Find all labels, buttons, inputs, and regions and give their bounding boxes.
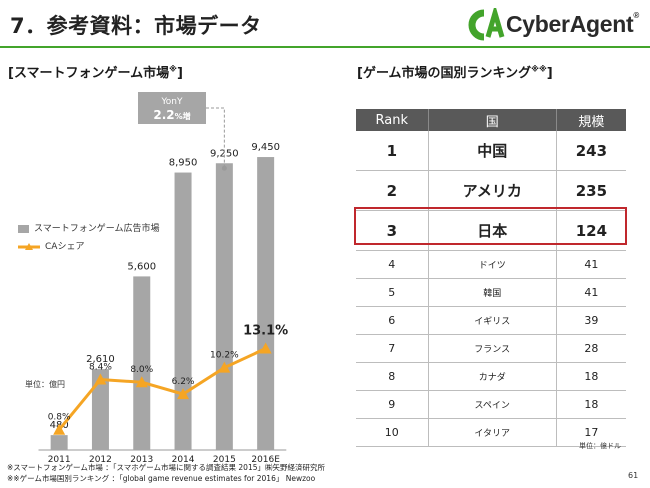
rank-cell: 9 (356, 390, 429, 419)
share-marker-2011 (53, 423, 66, 435)
x-tick-label: 2011 (48, 455, 71, 465)
table-row: 5 韓国 41 (356, 278, 626, 307)
logo-wordmark: CyberAgent® (506, 11, 639, 37)
rank-cell: 5 (356, 278, 429, 307)
cyberagent-logo: CyberAgent® (466, 4, 642, 42)
share-value-label: 0.8% (48, 413, 71, 423)
share-marker-2015 (218, 361, 231, 373)
table-row: 7 フランス 28 (356, 334, 626, 363)
legend-share: CAシェア (18, 239, 84, 252)
bar-value-label: 2,610 (86, 354, 115, 365)
ranking-table: Rank 国 規模 1 中国 243 2 アメリカ 235 3 日本 124 4 ドイツ 41 5 韓国 4… (356, 109, 626, 447)
size-cell: 41 (556, 278, 626, 307)
column-header-rank: Rank (356, 109, 429, 131)
bar-2016E (257, 157, 275, 451)
bar-value-label: 8,950 (169, 158, 198, 169)
rank-cell: 7 (356, 334, 429, 363)
size-cell: 18 (556, 362, 626, 391)
x-tick-label: 2012 (89, 455, 112, 465)
yoy-callout-box (138, 92, 206, 124)
ranking-heading: [ゲーム市場の国別ランキング※※] (357, 64, 553, 81)
bar-value-label: 9,250 (210, 148, 239, 159)
share-marker-2013 (135, 376, 148, 388)
x-tick-label: 2016E (251, 455, 280, 465)
share-value-label: 8.4% (89, 363, 112, 373)
bar-2015 (215, 163, 233, 450)
country-cell: スペイン (428, 390, 557, 419)
share-value-label: 10.2% (210, 351, 239, 361)
footnote-1: ※スマートフォンゲーム市場 ：「スマホゲーム市場に関する調査結果 2015」㈱矢… (7, 463, 325, 472)
bar-value-label: 5,600 (127, 261, 156, 272)
bar-2012 (91, 369, 109, 450)
table-row: 1 中国 243 (356, 131, 626, 171)
slide-title: 7．参考資料：市場データ (10, 14, 262, 38)
x-tick-label: 2014 (172, 455, 195, 465)
table-row: 6 イギリス 39 (356, 306, 626, 335)
rank-cell: 8 (356, 362, 429, 391)
share-value-label: 8.0% (130, 365, 153, 375)
table-row: 2 アメリカ 235 (356, 170, 626, 211)
unit-label-right: 単位：億ドル (579, 442, 621, 450)
country-cell: ドイツ (428, 250, 557, 279)
yoy-label: YonY (160, 97, 183, 107)
legend-line-swatch (18, 242, 40, 250)
size-cell: 39 (556, 306, 626, 335)
yoy-value: 2.2%増 (153, 108, 190, 122)
column-header-size: 規模 (556, 109, 626, 131)
country-cell: カナダ (428, 362, 557, 391)
rank-cell: 4 (356, 250, 429, 279)
share-value-label: 13.1% (243, 324, 288, 339)
country-cell: 韓国 (428, 278, 557, 307)
bar-2011 (50, 435, 68, 450)
ca-logo-icon (468, 4, 505, 41)
rank-cell: 10 (356, 418, 429, 447)
country-cell: フランス (428, 334, 557, 363)
size-cell: 41 (556, 250, 626, 279)
legend-bar-swatch (18, 224, 29, 233)
rank-cell: 6 (356, 306, 429, 335)
yoy-connector-dot (221, 165, 227, 171)
size-cell: 18 (556, 390, 626, 419)
ca-share-line (57, 347, 267, 431)
share-marker-2016E (259, 342, 272, 354)
table-row: 10 イタリア 17 (356, 418, 626, 447)
country-cell: イギリス (428, 306, 557, 335)
country-cell: イタリア (428, 418, 557, 447)
country-cell: 中国 (428, 131, 557, 171)
table-header-row: Rank 国 規模 (356, 109, 626, 131)
rank-cell: 1 (356, 131, 429, 171)
x-tick-label: 2013 (130, 455, 153, 465)
size-cell: 235 (556, 170, 626, 211)
country-cell: アメリカ (428, 170, 557, 211)
bar-2014 (174, 172, 192, 451)
size-cell: 17 (556, 418, 626, 447)
column-header-country: 国 (428, 109, 557, 131)
market-heading: [スマートフォンゲーム市場※] (8, 64, 183, 81)
share-value-label: 6.2% (172, 377, 195, 387)
table-row: 8 カナダ 18 (356, 362, 626, 391)
share-marker-2014 (177, 388, 190, 400)
highlight-japan-box (354, 207, 627, 245)
market-chart: 4802,6105,6008,9509,2509,450201120122013… (38, 92, 288, 465)
header-rule (0, 46, 650, 48)
x-tick-label: 2015 (213, 455, 236, 465)
rank-cell: 2 (356, 170, 429, 211)
size-cell: 28 (556, 334, 626, 363)
table-row: 9 スペイン 18 (356, 390, 626, 419)
yoy-connector (206, 107, 225, 169)
table-row: 4 ドイツ 41 (356, 250, 626, 279)
bar-2013 (133, 276, 151, 450)
bar-value-label: 9,450 (251, 142, 280, 153)
size-cell: 243 (556, 131, 626, 171)
share-marker-2012 (94, 373, 107, 385)
page-number: 61 (628, 471, 639, 480)
footnote-2: ※※ゲーム市場国別ランキング ：「global game revenue est… (7, 474, 316, 483)
legend-market: スマートフォンゲーム広告市場 (18, 221, 159, 234)
unit-label: 単位：億円 (25, 380, 65, 389)
